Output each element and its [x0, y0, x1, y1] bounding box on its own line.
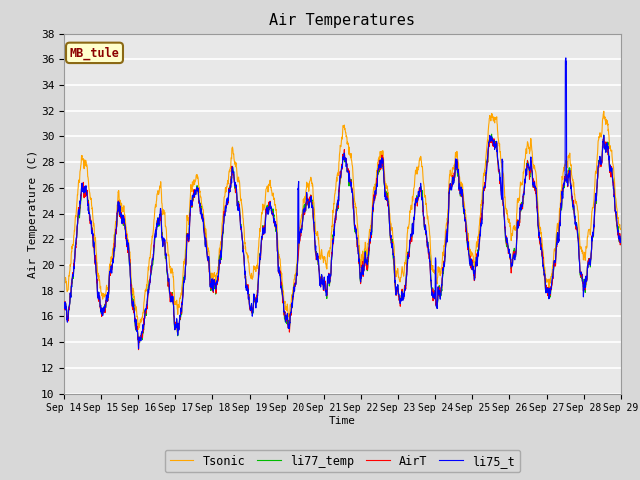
li77_temp [359, 263, 367, 268]
li77_temp [134, 340, 142, 346]
li77_temp [505, 246, 513, 252]
li75_t [568, 194, 576, 200]
Line: AirT: AirT [64, 137, 621, 349]
li75_t [359, 262, 367, 268]
AirT [504, 251, 512, 256]
Title: Air Temperatures: Air Temperatures [269, 13, 415, 28]
Tsonic [568, 173, 575, 179]
Tsonic [584, 235, 591, 241]
Tsonic [216, 245, 223, 251]
Text: MB_tule: MB_tule [70, 46, 120, 60]
li75_t [60, 300, 68, 306]
AirT [617, 238, 625, 243]
li75_t [562, 55, 570, 61]
li77_temp [216, 253, 223, 259]
Tsonic [600, 108, 607, 114]
Line: li75_t: li75_t [64, 58, 621, 348]
li77_temp [60, 303, 68, 309]
AirT [359, 259, 367, 264]
Tsonic [617, 226, 625, 231]
Legend: Tsonic, li77_temp, AirT, li75_t: Tsonic, li77_temp, AirT, li75_t [164, 450, 520, 472]
AirT [371, 197, 379, 203]
Tsonic [371, 187, 379, 193]
AirT [134, 347, 142, 352]
li75_t [617, 238, 625, 243]
AirT [584, 265, 591, 271]
Line: Tsonic: Tsonic [64, 111, 621, 329]
AirT [216, 258, 223, 264]
li77_temp [617, 234, 625, 240]
li75_t [216, 258, 223, 264]
Line: li77_temp: li77_temp [64, 134, 621, 343]
Y-axis label: Air Temperature (C): Air Temperature (C) [28, 149, 38, 278]
AirT [568, 195, 575, 201]
li75_t [504, 248, 512, 253]
li77_temp [371, 196, 379, 202]
Tsonic [504, 219, 512, 225]
li75_t [584, 263, 591, 269]
Tsonic [359, 248, 367, 254]
li75_t [371, 193, 379, 199]
Tsonic [134, 326, 142, 332]
li77_temp [584, 263, 591, 269]
AirT [600, 134, 607, 140]
Tsonic [60, 279, 68, 285]
li75_t [134, 346, 142, 351]
AirT [60, 300, 68, 305]
li77_temp [488, 132, 495, 137]
li77_temp [568, 198, 576, 204]
X-axis label: Time: Time [329, 416, 356, 426]
